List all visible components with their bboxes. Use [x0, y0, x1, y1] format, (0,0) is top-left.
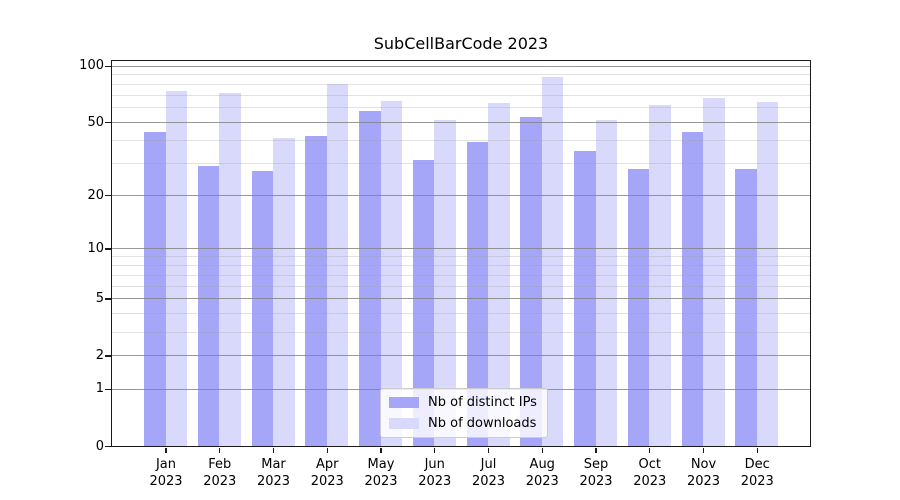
bar-dec-ips	[735, 168, 757, 446]
minor-gridline-80	[112, 83, 810, 85]
minor-gridline-9	[112, 256, 810, 258]
bar-jan-downloads	[165, 91, 187, 446]
legend: Nb of distinct IPs Nb of downloads	[380, 388, 548, 438]
bar-jun-downloads	[434, 120, 456, 446]
x-tick-mark-jun	[434, 448, 436, 453]
legend-item-downloads: Nb of downloads	[389, 414, 537, 432]
bar-feb-downloads	[219, 92, 241, 446]
bar-may-ips	[359, 111, 381, 446]
bar-feb-ips	[197, 165, 220, 446]
legend-label-distinct-ips: Nb of distinct IPs	[428, 394, 537, 410]
x-tick-mark-sep	[595, 448, 597, 453]
x-tick-label-mar: Mar 2023	[256, 456, 291, 489]
bar-dec-downloads	[756, 102, 779, 446]
y-tick-mark-5	[105, 298, 111, 300]
y-tick-label-10: 10	[87, 240, 104, 256]
bar-mar-downloads	[273, 138, 295, 446]
x-tick-label-aug: Aug 2023	[525, 456, 559, 489]
y-tick-mark-50	[105, 121, 111, 124]
x-tick-label-apr: Apr 2023	[310, 456, 344, 489]
major-gridline-50	[112, 122, 810, 124]
y-tick-mark-0	[105, 445, 111, 448]
x-tick-label-sep: Sep 2023	[579, 456, 613, 489]
bar-jan-ips	[144, 132, 166, 446]
minor-gridline-90	[112, 74, 810, 76]
legend-item-distinct-ips: Nb of distinct IPs	[389, 393, 537, 411]
plot-area	[111, 60, 811, 447]
y-tick-label-1: 1	[95, 381, 104, 397]
y-tick-mark-2	[105, 355, 111, 357]
x-tick-mark-apr	[326, 448, 328, 453]
bar-nov-ips	[681, 132, 703, 446]
x-tick-mark-dec	[756, 448, 758, 453]
major-gridline-20	[112, 195, 810, 197]
x-tick-mark-aug	[541, 448, 543, 453]
x-tick-label-jan: Jan 2023	[149, 456, 183, 489]
y-tick-mark-100	[105, 65, 111, 67]
bar-apr-ips	[305, 136, 327, 446]
y-tick-label-50: 50	[87, 114, 104, 130]
major-gridline-5	[112, 298, 810, 300]
y-tick-label-0: 0	[95, 438, 104, 454]
y-tick-label-5: 5	[95, 290, 104, 306]
bar-oct-downloads	[649, 104, 671, 446]
bar-sep-downloads	[595, 120, 617, 446]
y-tick-label-100: 100	[79, 58, 104, 74]
minor-gridline-6	[112, 285, 810, 287]
y-tick-mark-1	[105, 388, 111, 391]
x-tick-label-jun: Jun 2023	[418, 456, 452, 489]
x-tick-label-jul: Jul 2023	[471, 456, 506, 489]
x-tick-label-nov: Nov 2023	[686, 456, 721, 489]
minor-gridline-60	[112, 107, 810, 109]
minor-gridline-8	[112, 264, 810, 266]
bar-jul-downloads	[488, 103, 510, 446]
x-tick-mark-jan	[165, 448, 167, 453]
major-gridline-100	[112, 65, 810, 67]
minor-gridline-7	[112, 274, 810, 276]
y-tick-label-2: 2	[95, 347, 104, 363]
x-tick-label-dec: Dec 2023	[740, 456, 774, 489]
chart-title: SubCellBarCode 2023	[373, 34, 549, 53]
x-tick-label-may: May 2023	[364, 456, 398, 489]
bar-aug-ips	[520, 117, 542, 446]
x-tick-mark-oct	[649, 448, 651, 453]
minor-gridline-40	[112, 140, 810, 142]
major-gridline-10	[112, 248, 810, 250]
bar-may-downloads	[380, 100, 402, 446]
x-tick-mark-jul	[487, 448, 490, 453]
bar-jun-ips	[412, 160, 435, 446]
x-tick-mark-nov	[702, 448, 705, 453]
x-tick-label-feb: Feb 2023	[203, 456, 237, 489]
minor-gridline-4	[112, 313, 810, 315]
y-tick-label-20: 20	[87, 187, 104, 203]
x-tick-mark-mar	[272, 448, 275, 453]
x-tick-mark-feb	[219, 448, 221, 453]
minor-gridline-3	[112, 331, 810, 333]
major-gridline-2	[112, 355, 810, 357]
bar-oct-ips	[627, 168, 650, 446]
bar-jul-ips	[466, 142, 488, 446]
minor-gridline-30	[112, 163, 810, 165]
legend-swatch-distinct-ips	[389, 396, 419, 408]
x-tick-label-oct: Oct 2023	[633, 456, 667, 489]
y-tick-mark-20	[105, 194, 111, 197]
x-tick-mark-may	[380, 448, 382, 453]
legend-label-downloads: Nb of downloads	[428, 415, 537, 431]
minor-gridline-70	[112, 94, 810, 96]
legend-swatch-downloads	[389, 417, 419, 429]
bar-mar-ips	[251, 171, 273, 446]
bar-nov-downloads	[703, 98, 725, 446]
y-tick-mark-10	[105, 248, 111, 250]
bar-aug-downloads	[541, 77, 564, 446]
